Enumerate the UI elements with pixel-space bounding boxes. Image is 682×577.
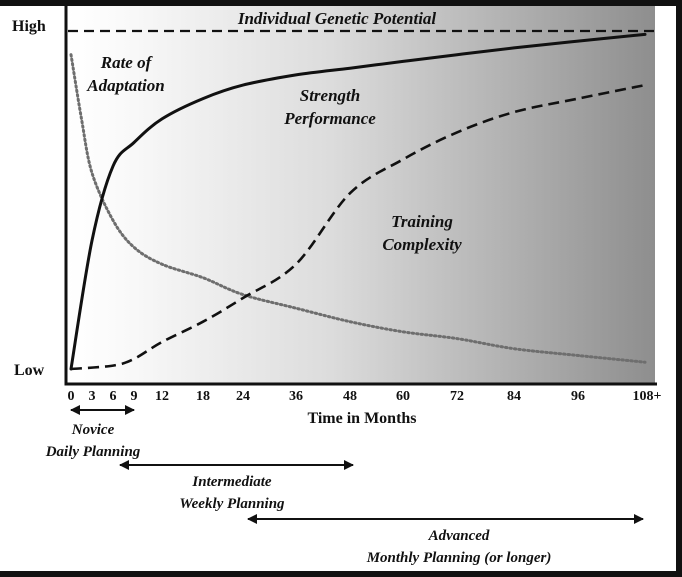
x-tick-label-7: 36 bbox=[289, 389, 303, 404]
x-axis-title: Time in Months bbox=[307, 410, 416, 427]
x-tick-label-8: 48 bbox=[343, 389, 357, 404]
label-rate-of-adaptation-line-1: Rate of bbox=[100, 53, 154, 72]
series-line-training-complexity bbox=[70, 83, 646, 371]
x-tick-label-12: 96 bbox=[571, 389, 585, 404]
frame-border-right bbox=[676, 0, 682, 577]
label-rate-of-adaptation-line-2: Adaptation bbox=[86, 76, 164, 95]
phase-name-advanced: Advanced bbox=[428, 528, 490, 544]
label-genetic-potential: Individual Genetic Potential bbox=[237, 9, 437, 28]
x-tick-label-6: 24 bbox=[236, 389, 250, 404]
phase-subtitle-intermediate: Weekly Planning bbox=[179, 496, 285, 512]
frame-border-bottom bbox=[0, 571, 682, 577]
x-tick-label-13: 108+ bbox=[633, 389, 662, 404]
x-tick-label-9: 60 bbox=[396, 389, 410, 404]
x-tick-label-5: 18 bbox=[196, 389, 210, 404]
x-tick-label-4: 12 bbox=[155, 389, 169, 404]
series-line-rate-of-adaptation bbox=[69, 53, 647, 364]
phase-name-novice: Novice bbox=[71, 422, 115, 438]
phase-subtitle-advanced: Monthly Planning (or longer) bbox=[366, 550, 552, 566]
series-line-strength-performance bbox=[69, 32, 647, 371]
y-label-high: High bbox=[12, 18, 46, 35]
x-tick-label-11: 84 bbox=[507, 389, 521, 404]
plot-background bbox=[66, 6, 655, 384]
y-label-low: Low bbox=[14, 362, 45, 379]
label-strength-performance-line-2: Performance bbox=[283, 109, 376, 128]
phase-name-intermediate: Intermediate bbox=[191, 474, 272, 490]
series-layer bbox=[68, 29, 655, 371]
x-tick-labels: 0 3 6 9 12 18 24 36 48 60 72 84 96 108+ bbox=[68, 389, 662, 404]
phase-subtitle-novice: Daily Planning bbox=[45, 444, 141, 460]
label-training-complexity-line-1: Training bbox=[391, 212, 453, 231]
x-tick-label-10: 72 bbox=[450, 389, 464, 404]
label-training-complexity-line-2: Complexity bbox=[382, 235, 462, 254]
frame-border-top bbox=[0, 0, 682, 6]
x-tick-label-2: 6 bbox=[110, 389, 117, 404]
phase-arrows: Novice Daily Planning Intermediate Weekl… bbox=[45, 405, 644, 566]
x-tick-label-3: 9 bbox=[131, 389, 138, 404]
label-strength-performance-line-1: Strength bbox=[300, 86, 360, 105]
x-tick-label-1: 3 bbox=[89, 389, 96, 404]
x-tick-label-0: 0 bbox=[68, 389, 75, 404]
